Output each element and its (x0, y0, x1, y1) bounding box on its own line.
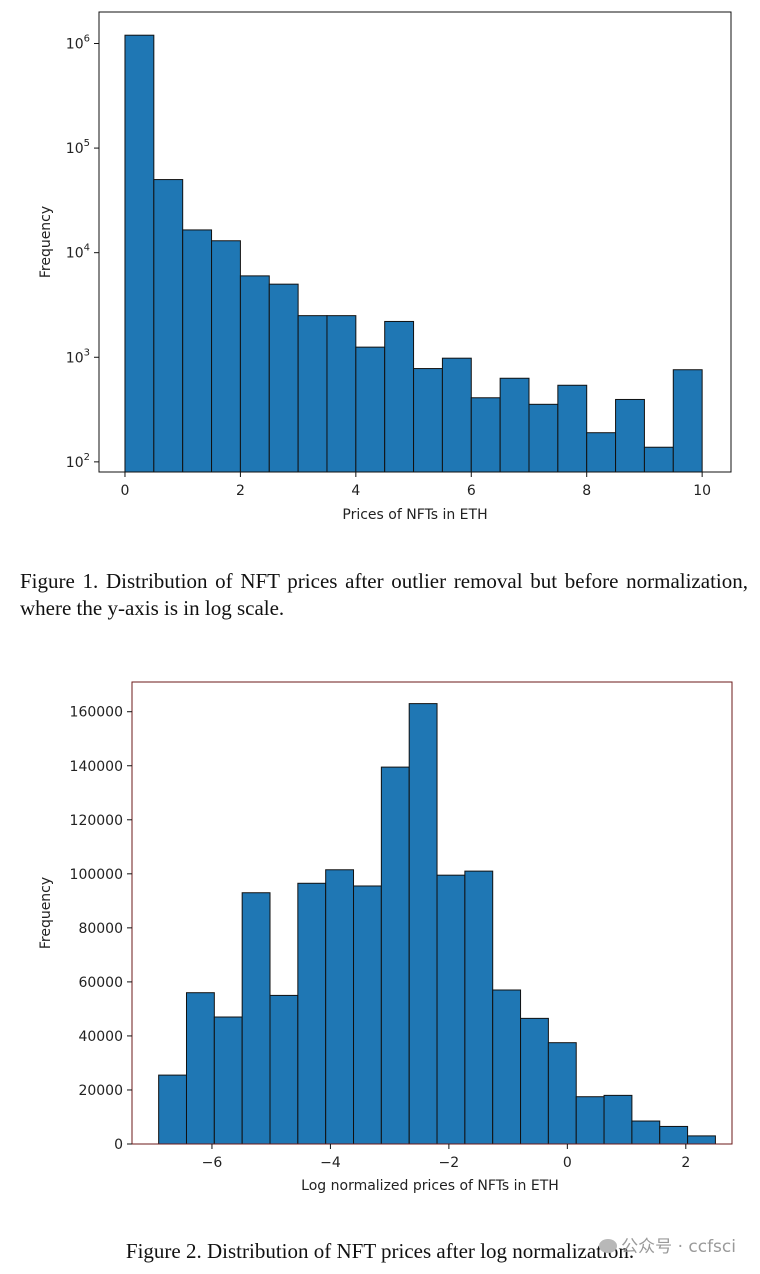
y-tick-label: 102 (66, 452, 90, 471)
figure-1-chart: 0 2 4 6 8 10 102 103 104 105 106 Prices of NFTs i… (38, 11, 732, 523)
y-tick-label: 106 (66, 33, 90, 52)
y-tick-label: 104 (66, 243, 90, 262)
y-tick-label: 160000 (70, 705, 123, 721)
histogram-bar (586, 432, 617, 473)
histogram-bar (241, 892, 271, 1145)
y-tick-label: 60000 (78, 975, 123, 991)
histogram-bar (211, 240, 241, 473)
histogram-bar (355, 346, 386, 473)
y-tick-label: 80000 (78, 921, 123, 937)
histogram-bar (659, 1125, 689, 1145)
x-tick-label: 2 (681, 1155, 690, 1171)
figure-1-x-axis-label: Prices of NFTs in ETH (342, 507, 487, 523)
histogram-bar (603, 1094, 633, 1145)
histogram-bar (353, 885, 382, 1145)
figure-1-y-axis-label: Frequency (38, 206, 54, 278)
figure-1-axes-frame (98, 11, 732, 473)
x-tick-label: 0 (121, 483, 130, 499)
histogram-bar (124, 34, 155, 473)
histogram-bar (441, 357, 472, 473)
histogram-bar (239, 275, 270, 473)
y-tick-label: 0 (114, 1137, 123, 1153)
y-tick-label: 120000 (70, 813, 123, 829)
histogram-bar (268, 283, 299, 473)
figure-1-x-ticks: 0 2 4 6 8 10 (121, 472, 711, 499)
histogram-bar (470, 397, 501, 473)
figure-1-bars (124, 34, 703, 473)
x-tick-label: 0 (563, 1155, 572, 1171)
x-tick-label: −4 (320, 1155, 341, 1171)
watermark-text: 公众号 · ccfsci (621, 1237, 736, 1257)
figure-2-x-axis-label: Log normalized prices of NFTs in ETH (301, 1178, 559, 1194)
y-tick-label: 40000 (78, 1029, 123, 1045)
histogram-bar (547, 1042, 577, 1145)
y-tick-label: 20000 (78, 1083, 123, 1099)
figure-1-y-ticks: 102 103 104 105 106 (66, 33, 99, 471)
histogram-bar (436, 874, 466, 1145)
histogram-bar (464, 870, 494, 1145)
x-tick-label: 2 (236, 483, 245, 499)
x-tick-label: −6 (202, 1155, 223, 1171)
histogram-bar (384, 320, 415, 473)
figure-2-axes-frame (131, 681, 733, 1145)
histogram-bar (153, 179, 184, 473)
histogram-bar (297, 882, 327, 1145)
histogram-bar (158, 1074, 187, 1145)
wechat-icon (599, 1239, 618, 1253)
histogram-bar (325, 869, 355, 1145)
x-tick-label: 6 (467, 483, 476, 499)
histogram-bar (413, 368, 443, 473)
figure-2-y-ticks: 0 20000 40000 60000 80000 100000 120000 140000 1… (70, 705, 132, 1153)
histogram-bar (520, 1017, 549, 1145)
y-tick-label: 140000 (70, 759, 123, 775)
histogram-bar (631, 1120, 661, 1145)
histogram-bar (492, 989, 522, 1145)
histogram-bar (499, 377, 530, 473)
figure-2-bars (158, 703, 716, 1145)
histogram-bar (408, 703, 438, 1145)
histogram-bar (380, 766, 410, 1145)
histogram-bar (615, 398, 645, 473)
y-tick-label: 100000 (70, 867, 123, 883)
x-tick-label: −2 (439, 1155, 460, 1171)
histogram-bar (213, 1016, 243, 1145)
histogram-bar (528, 403, 559, 473)
watermark: 公众号 · ccfsci (599, 1232, 736, 1257)
x-tick-label: 10 (693, 483, 711, 499)
y-tick-label: 103 (66, 347, 90, 366)
histogram-bar (557, 384, 588, 473)
histogram-bar (643, 446, 674, 473)
histogram-bar (672, 369, 703, 473)
histogram-bar (575, 1096, 605, 1145)
histogram-bar (297, 315, 328, 473)
histogram-bar (185, 992, 215, 1145)
x-tick-label: 8 (582, 483, 591, 499)
histogram-bar (687, 1135, 716, 1145)
x-tick-label: 4 (351, 483, 360, 499)
figure-1-caption: Figure 1. Distribution of NFT prices aft… (20, 569, 748, 620)
histogram-bar (269, 994, 299, 1145)
figure-2-chart: −6 −4 −2 0 2 0 20000 40000 60000 80000 100000 1200… (38, 681, 733, 1194)
figure-2-x-ticks: −6 −4 −2 0 2 (202, 1144, 690, 1171)
histogram-bar (326, 315, 357, 473)
histogram-bar (182, 229, 213, 473)
y-tick-label: 105 (66, 138, 90, 157)
figure-2-y-axis-label: Frequency (38, 877, 54, 949)
figure-2-caption: Figure 2. Distribution of NFT prices aft… (125, 1239, 635, 1263)
